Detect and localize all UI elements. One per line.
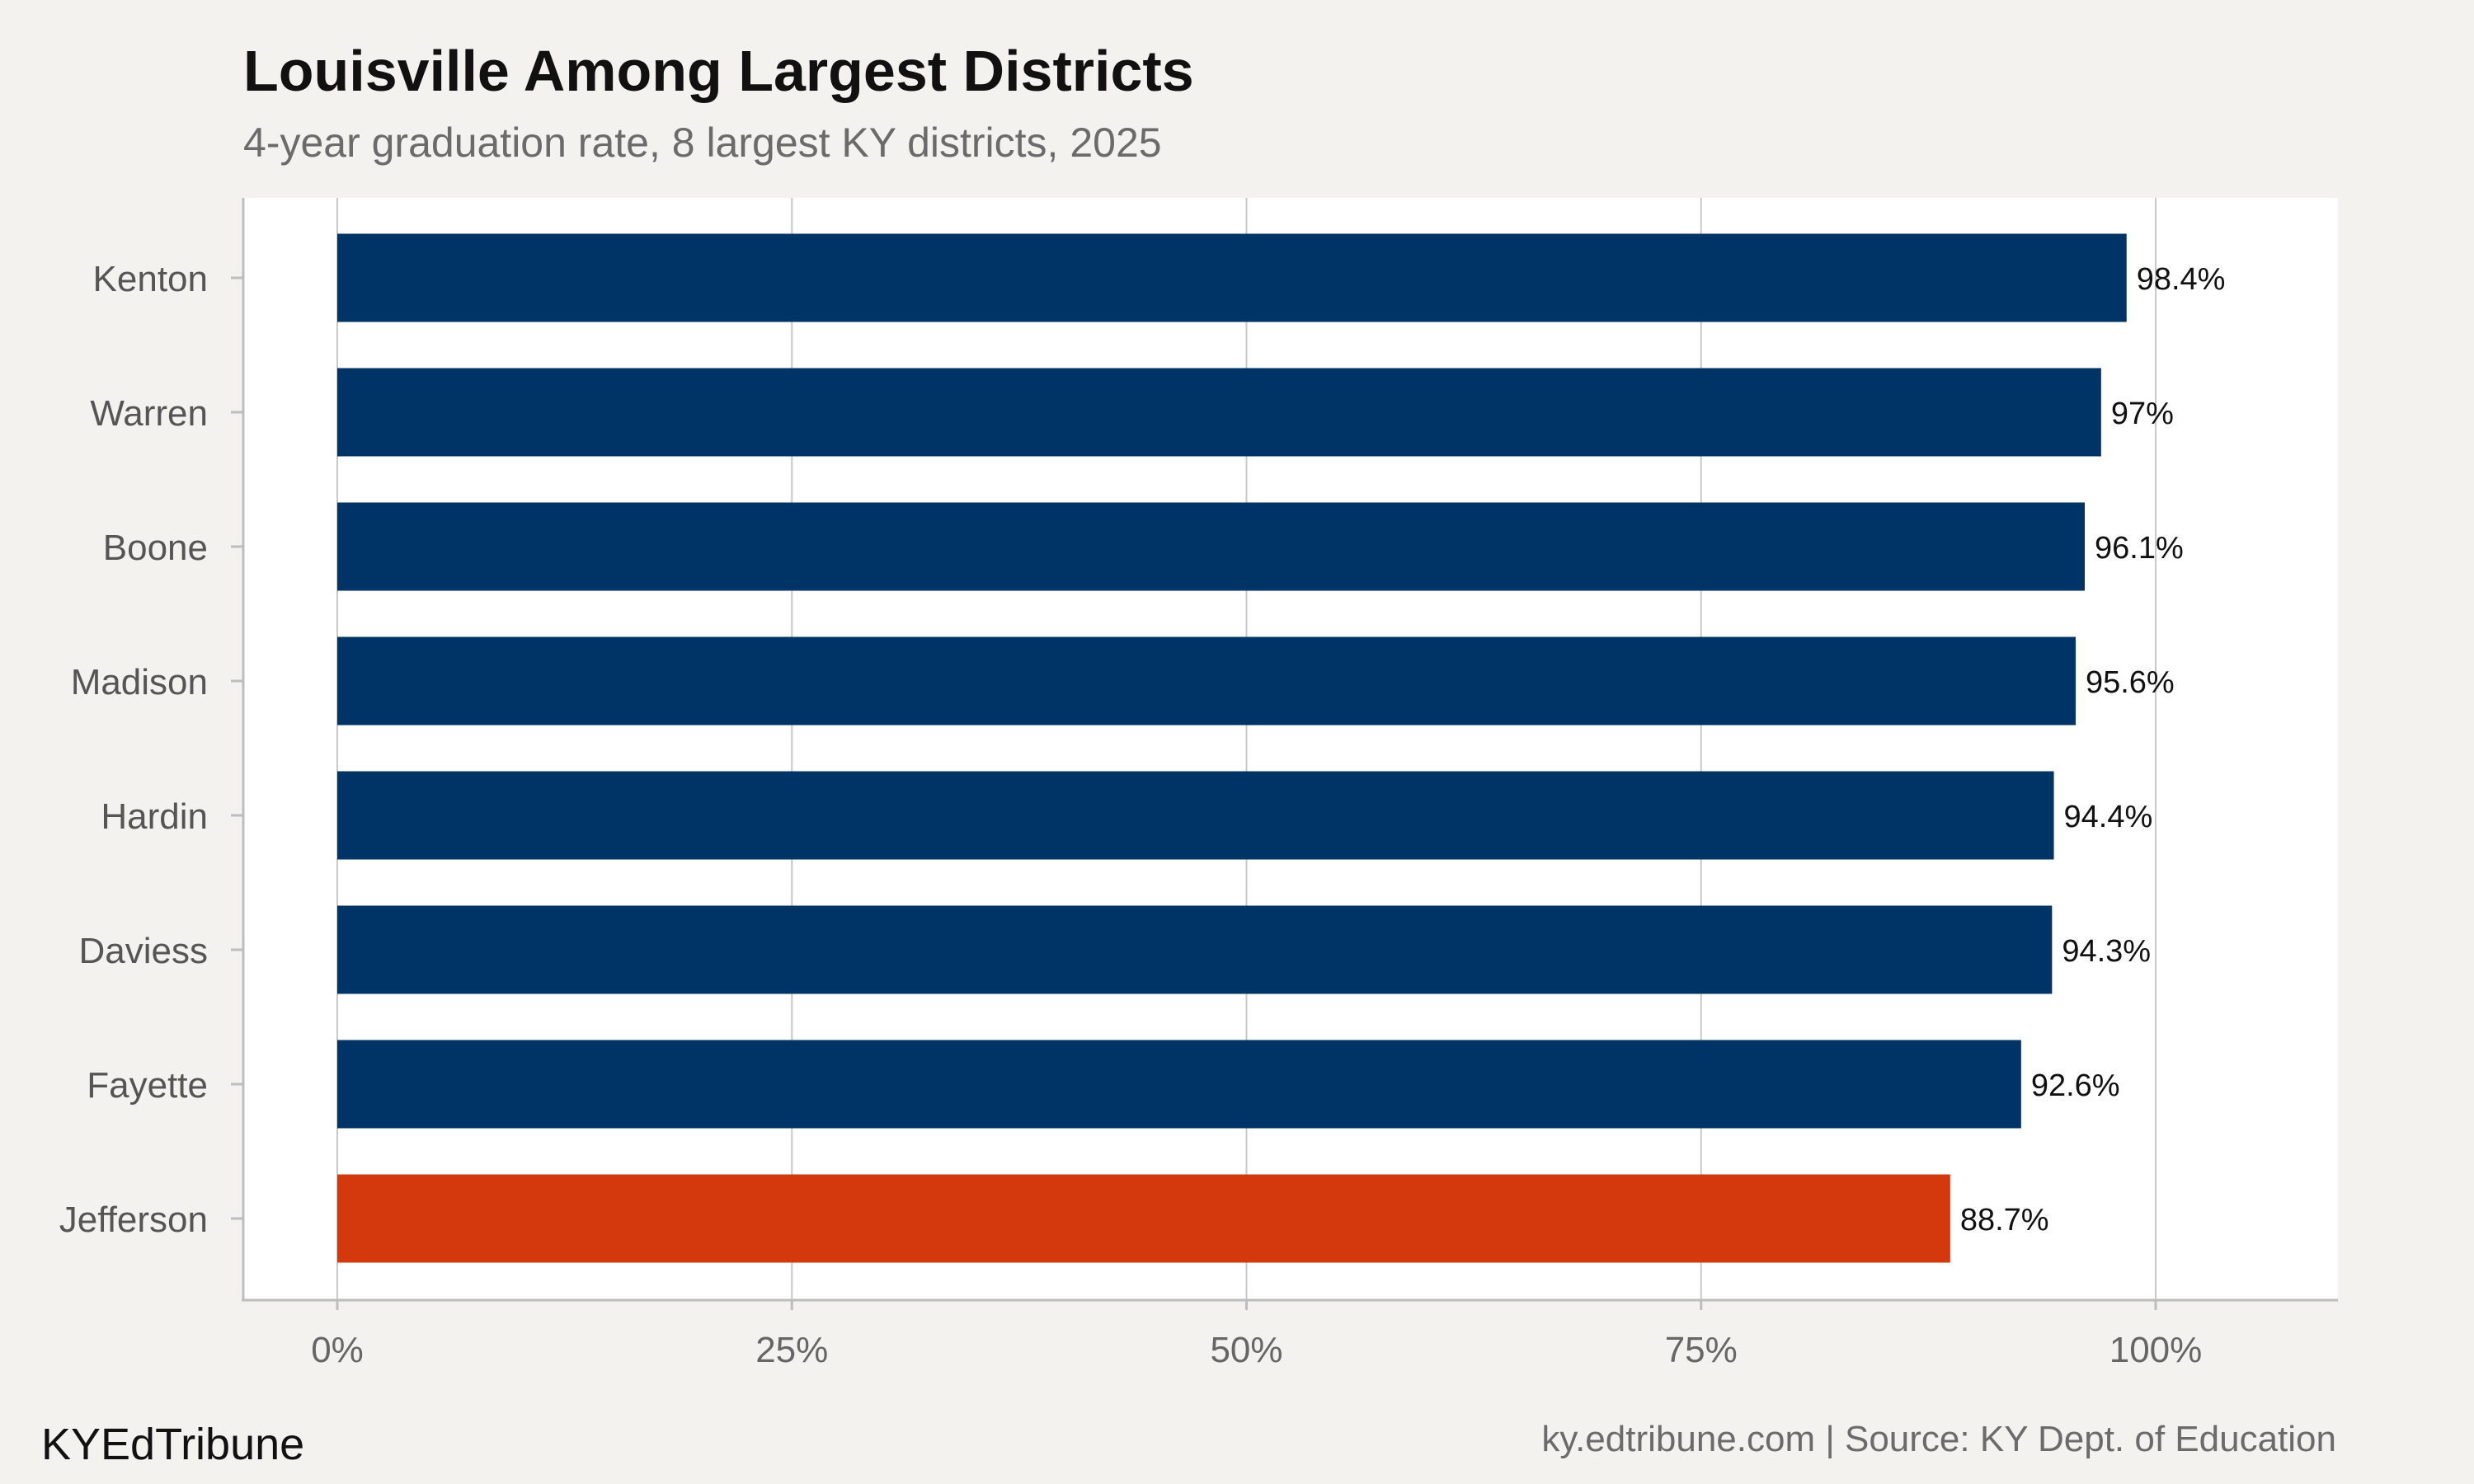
data-label-daviess: 94.3% bbox=[2062, 934, 2151, 969]
category-labels: Kenton Warren Boone Madison Hardin Daviess Fay… bbox=[59, 259, 243, 1240]
bar-warren bbox=[337, 368, 2101, 457]
plot-panel bbox=[243, 198, 2338, 1298]
bar-madison bbox=[337, 636, 2076, 726]
category-label-fayette: Fayette bbox=[87, 1065, 208, 1106]
category-label-warren: Warren bbox=[90, 393, 208, 434]
chart-subtitle: 4-year graduation rate, 8 largest KY dis… bbox=[243, 120, 1162, 166]
data-label-fayette: 92.6% bbox=[2031, 1068, 2120, 1103]
x-axis-ticks: 0% 25% 50% 75% 100% bbox=[311, 1300, 2202, 1370]
data-label-madison: 95.6% bbox=[2086, 665, 2175, 700]
chart-title: Louisville Among Largest Districts bbox=[243, 39, 1194, 103]
x-tick-label: 50% bbox=[1210, 1330, 1282, 1370]
data-label-warren: 97% bbox=[2111, 397, 2174, 431]
bar-fayette bbox=[337, 1040, 2021, 1129]
bar-kenton bbox=[337, 233, 2127, 322]
bar-hardin bbox=[337, 771, 2054, 860]
data-label-boone: 96.1% bbox=[2095, 531, 2184, 566]
x-tick-label: 25% bbox=[755, 1330, 828, 1370]
brand-name: KYEdTribune bbox=[41, 1420, 304, 1469]
bars bbox=[337, 233, 2127, 1263]
category-label-madison: Madison bbox=[71, 662, 208, 702]
category-label-hardin: Hardin bbox=[101, 796, 208, 837]
data-labels: 98.4% 97% 96.1% 95.6% 94.4% 94.3% 92.6% 88.7% bbox=[1960, 262, 2226, 1237]
x-tick-label: 100% bbox=[2109, 1330, 2203, 1370]
bar-boone bbox=[337, 502, 2086, 591]
bar-jefferson bbox=[337, 1174, 1950, 1263]
category-label-daviess: Daviess bbox=[79, 931, 209, 971]
category-label-jefferson: Jefferson bbox=[59, 1200, 208, 1240]
category-label-boone: Boone bbox=[103, 528, 208, 568]
data-label-hardin: 94.4% bbox=[2064, 800, 2153, 834]
category-label-kenton: Kenton bbox=[93, 259, 208, 299]
x-tick-label: 75% bbox=[1665, 1330, 1738, 1370]
data-label-kenton: 98.4% bbox=[2137, 262, 2226, 297]
x-tick-label: 0% bbox=[311, 1330, 364, 1370]
data-label-jefferson: 88.7% bbox=[1960, 1203, 2049, 1237]
source-credit: ky.edtribune.com | Source: KY Dept. of E… bbox=[1541, 1419, 2336, 1459]
bar-daviess bbox=[337, 905, 2053, 994]
